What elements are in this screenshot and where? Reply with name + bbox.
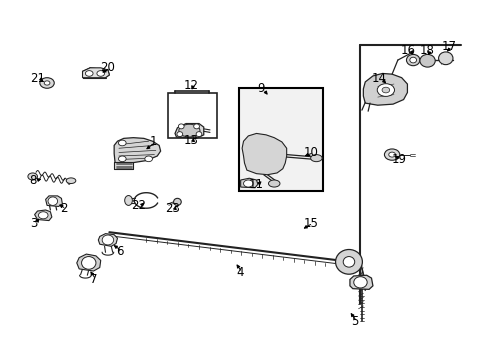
Ellipse shape: [173, 198, 181, 206]
Text: 14: 14: [370, 72, 386, 85]
Ellipse shape: [419, 54, 434, 67]
Text: 9: 9: [257, 82, 264, 95]
Text: 17: 17: [441, 40, 456, 53]
Ellipse shape: [243, 180, 253, 187]
Ellipse shape: [66, 178, 76, 184]
Polygon shape: [363, 73, 407, 105]
Polygon shape: [45, 196, 62, 207]
Polygon shape: [240, 178, 257, 188]
Ellipse shape: [118, 140, 126, 146]
Polygon shape: [77, 254, 101, 271]
Ellipse shape: [81, 257, 96, 269]
Text: 1: 1: [149, 135, 157, 148]
Text: 22: 22: [131, 199, 146, 212]
Ellipse shape: [40, 78, 54, 88]
Ellipse shape: [335, 249, 362, 274]
Ellipse shape: [376, 84, 394, 96]
Ellipse shape: [44, 81, 50, 85]
Ellipse shape: [39, 212, 48, 219]
Ellipse shape: [124, 195, 132, 206]
Text: 8: 8: [29, 174, 36, 187]
Ellipse shape: [343, 257, 354, 267]
Polygon shape: [242, 134, 286, 175]
Polygon shape: [98, 234, 117, 246]
FancyBboxPatch shape: [238, 88, 322, 190]
Text: 21: 21: [30, 72, 45, 85]
Text: 13: 13: [183, 134, 198, 147]
Text: 19: 19: [390, 153, 406, 166]
Text: 18: 18: [419, 44, 434, 57]
Polygon shape: [35, 210, 52, 221]
Polygon shape: [175, 123, 203, 138]
Text: 10: 10: [304, 146, 318, 159]
Text: 20: 20: [100, 61, 115, 74]
Polygon shape: [44, 81, 52, 85]
Polygon shape: [114, 138, 160, 163]
Ellipse shape: [381, 87, 389, 93]
Text: 11: 11: [248, 178, 263, 191]
Ellipse shape: [388, 152, 395, 157]
Text: 12: 12: [183, 79, 198, 92]
Ellipse shape: [178, 124, 184, 129]
Polygon shape: [82, 68, 109, 78]
Ellipse shape: [179, 124, 200, 137]
Ellipse shape: [118, 156, 126, 162]
Ellipse shape: [28, 173, 38, 180]
Ellipse shape: [268, 180, 280, 187]
Ellipse shape: [310, 154, 322, 162]
Ellipse shape: [406, 54, 419, 66]
Text: 2: 2: [60, 202, 67, 215]
Ellipse shape: [48, 197, 58, 206]
Text: 7: 7: [90, 273, 97, 286]
Text: 3: 3: [30, 217, 37, 230]
Ellipse shape: [196, 132, 202, 136]
Text: 16: 16: [400, 44, 415, 57]
Ellipse shape: [102, 235, 113, 245]
Ellipse shape: [85, 71, 93, 76]
Ellipse shape: [97, 71, 104, 76]
Ellipse shape: [177, 132, 183, 136]
Ellipse shape: [438, 52, 452, 65]
Ellipse shape: [144, 156, 152, 162]
Polygon shape: [349, 275, 372, 289]
Ellipse shape: [193, 124, 199, 129]
Text: 15: 15: [303, 217, 317, 230]
Ellipse shape: [353, 277, 366, 288]
Text: 4: 4: [236, 266, 243, 279]
Ellipse shape: [409, 57, 416, 63]
Text: 6: 6: [116, 245, 123, 258]
Text: 5: 5: [350, 315, 358, 328]
Polygon shape: [114, 162, 133, 170]
Ellipse shape: [384, 149, 399, 160]
Text: 23: 23: [165, 202, 180, 215]
